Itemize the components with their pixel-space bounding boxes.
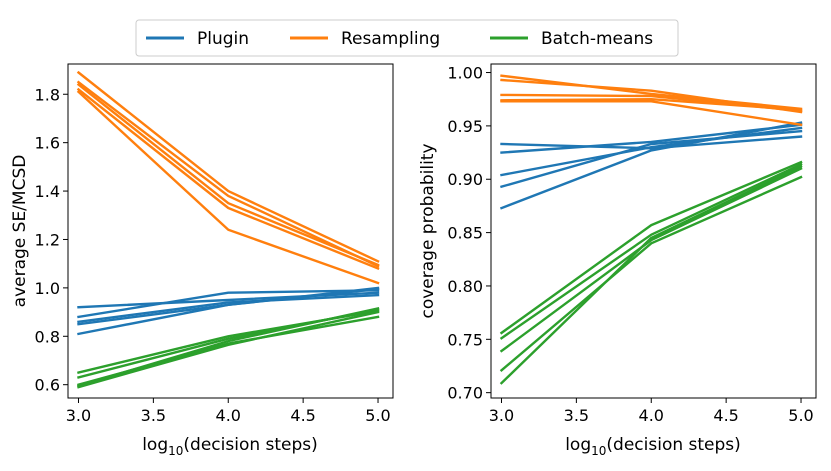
y-tick-label-left-2: 1.0: [35, 279, 60, 298]
y-tick-label-left-5: 1.6: [35, 134, 60, 153]
chart-panel-se-mcsd: 3.0 3.5 4.0 4.5 5.0 0.6 0.8 1.0 1.2 1.4 1.6 1.8 lo…: [10, 63, 394, 458]
series-line-batch-means-right-14: [499, 164, 803, 385]
y-tick-label-right-4: 0.90: [447, 170, 483, 189]
series-line-batch-means-right-10: [499, 160, 803, 335]
series-line-resampling-right-8: [500, 97, 803, 112]
series-line-plugin-right-3: [500, 129, 803, 189]
legend-label-resampling: Resampling: [341, 29, 440, 49]
x-tick-label-right-2: 4.0: [639, 406, 664, 425]
chart-panel-coverage: 3.0 3.5 4.0 4.5 5.0 0.70 0.75 0.80 0.85 0.90 0.95…: [418, 63, 817, 458]
y-tick-label-right-6: 1.00: [447, 64, 483, 83]
x-tick-label-right-4: 5.0: [788, 406, 813, 425]
series-line-batch-means-left-14: [77, 310, 380, 389]
y-tick-label-right-0: 0.70: [447, 384, 483, 403]
x-tick-label-right-1: 3.5: [564, 406, 589, 425]
legend-frame: [135, 19, 679, 57]
series-line-plugin-right-4: [499, 121, 803, 210]
x-tick-label-left-1: 3.5: [141, 406, 166, 425]
x-axis-label-subscript-right: 10: [591, 444, 606, 458]
series-line-plugin-left-1: [77, 289, 380, 319]
y-tick-label-left-1: 0.8: [35, 327, 60, 346]
y-tick-label-left-3: 1.2: [35, 230, 60, 249]
y-axis-label-left: average SE/MCSD: [10, 155, 30, 308]
x-axis-label-right: log10(decision steps): [565, 435, 741, 458]
series-line-plugin-left-4: [77, 286, 380, 336]
legend-label-batch-means: Batch-means: [541, 29, 653, 49]
y-tick-label-left-4: 1.4: [35, 182, 60, 201]
series-line-resampling-left-8: [76, 87, 380, 271]
x-tick-label-left-4: 5.0: [365, 406, 390, 425]
series-line-resampling-right-7: [500, 93, 803, 113]
axes-frame-left: [67, 63, 394, 399]
series-line-resampling-left-6: [76, 80, 380, 268]
y-axis-ticks-right: 0.70 0.75 0.80 0.85 0.90 0.95 1.00: [447, 64, 491, 403]
x-axis-label-subscript-left: 10: [168, 444, 183, 458]
x-tick-label-right-0: 3.0: [489, 406, 514, 425]
series-line-plugin-right-1: [500, 123, 803, 154]
series-line-batch-means-right-12: [499, 166, 803, 353]
x-axis-ticks-right: 3.0 3.5 4.0 4.5 5.0: [489, 398, 814, 425]
x-axis-label-left: log10(decision steps): [142, 435, 318, 458]
series-lines-left: [76, 70, 380, 389]
y-tick-label-left-0: 0.6: [35, 376, 60, 395]
y-tick-label-right-1: 0.75: [447, 330, 483, 349]
x-tick-label-right-3: 4.5: [713, 406, 738, 425]
series-line-plugin-left-2: [77, 293, 380, 324]
y-tick-label-right-3: 0.85: [447, 224, 483, 243]
legend: Plugin Resampling Batch-means: [135, 19, 679, 57]
series-line-batch-means-right-11: [499, 162, 803, 340]
y-axis-label-right: coverage probability: [418, 143, 438, 318]
x-axis-label-rest-left: (decision steps): [183, 435, 317, 455]
y-tick-label-right-2: 0.80: [447, 277, 483, 296]
series-line-resampling-right-5: [500, 74, 803, 111]
series-lines-right: [499, 74, 803, 385]
legend-label-plugin: Plugin: [197, 29, 249, 49]
x-tick-label-left-0: 3.0: [66, 406, 91, 425]
series-line-resampling-right-9: [500, 100, 803, 127]
x-axis-label-base-left: log: [142, 435, 168, 455]
series-line-resampling-left-9: [76, 90, 380, 285]
series-line-resampling-left-7: [76, 82, 380, 267]
x-axis-ticks-left: 3.0 3.5 4.0 4.5 5.0: [66, 398, 391, 425]
series-line-batch-means-left-13: [77, 306, 380, 388]
axes-frame-right: [490, 63, 817, 399]
y-axis-ticks-left: 0.6 0.8 1.0 1.2 1.4 1.6 1.8: [35, 85, 68, 395]
x-axis-label-base-right: log: [565, 435, 591, 455]
series-line-batch-means-right-13: [499, 175, 803, 372]
x-tick-label-left-3: 4.5: [290, 406, 315, 425]
x-tick-label-left-2: 4.0: [216, 406, 241, 425]
x-axis-label-rest-right: (decision steps): [606, 435, 740, 455]
y-tick-label-left-6: 1.8: [35, 85, 60, 104]
series-line-resampling-left-5: [76, 70, 380, 263]
y-tick-label-right-5: 0.95: [447, 117, 483, 136]
